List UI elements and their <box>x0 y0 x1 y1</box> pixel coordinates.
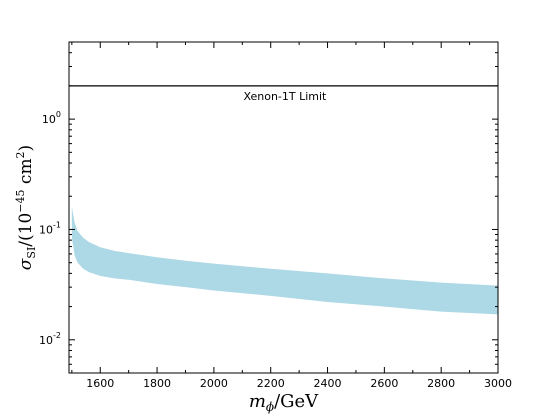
tick-layer: 1600 1800 2000 2200 2400 2600 2800 3000 10-2 10-1… <box>39 41 512 390</box>
label-layer: mϕ/GeV σSI/(10−45 cm2) <box>14 145 319 414</box>
band-layer <box>71 206 498 315</box>
x-tick-label: 3000 <box>484 377 512 390</box>
limit-layer: Xenon-1T Limit <box>69 85 498 103</box>
y-tick-label: 10-2 <box>39 331 61 347</box>
y-axis-title-group: σSI/(10−45 cm2) <box>14 145 38 270</box>
xenon-limit-label: Xenon-1T Limit <box>243 90 327 103</box>
x-tick-label: 2000 <box>200 377 228 390</box>
plot-frame <box>68 41 499 374</box>
x-tick-label: 2800 <box>427 377 455 390</box>
y-tick-label: 100 <box>42 110 61 126</box>
x-tick-label: 2400 <box>314 377 342 390</box>
y-axis-title: σSI/(10−45 cm2) <box>14 145 38 270</box>
y-tick-label: 10-1 <box>39 220 61 236</box>
cross-section-band <box>71 206 498 315</box>
x-tick-label: 2600 <box>370 377 398 390</box>
x-tick-label: 1600 <box>86 377 114 390</box>
x-tick-label: 1800 <box>143 377 171 390</box>
x-axis-title: mϕ/GeV <box>249 391 319 414</box>
x-tick-label: 2200 <box>257 377 285 390</box>
